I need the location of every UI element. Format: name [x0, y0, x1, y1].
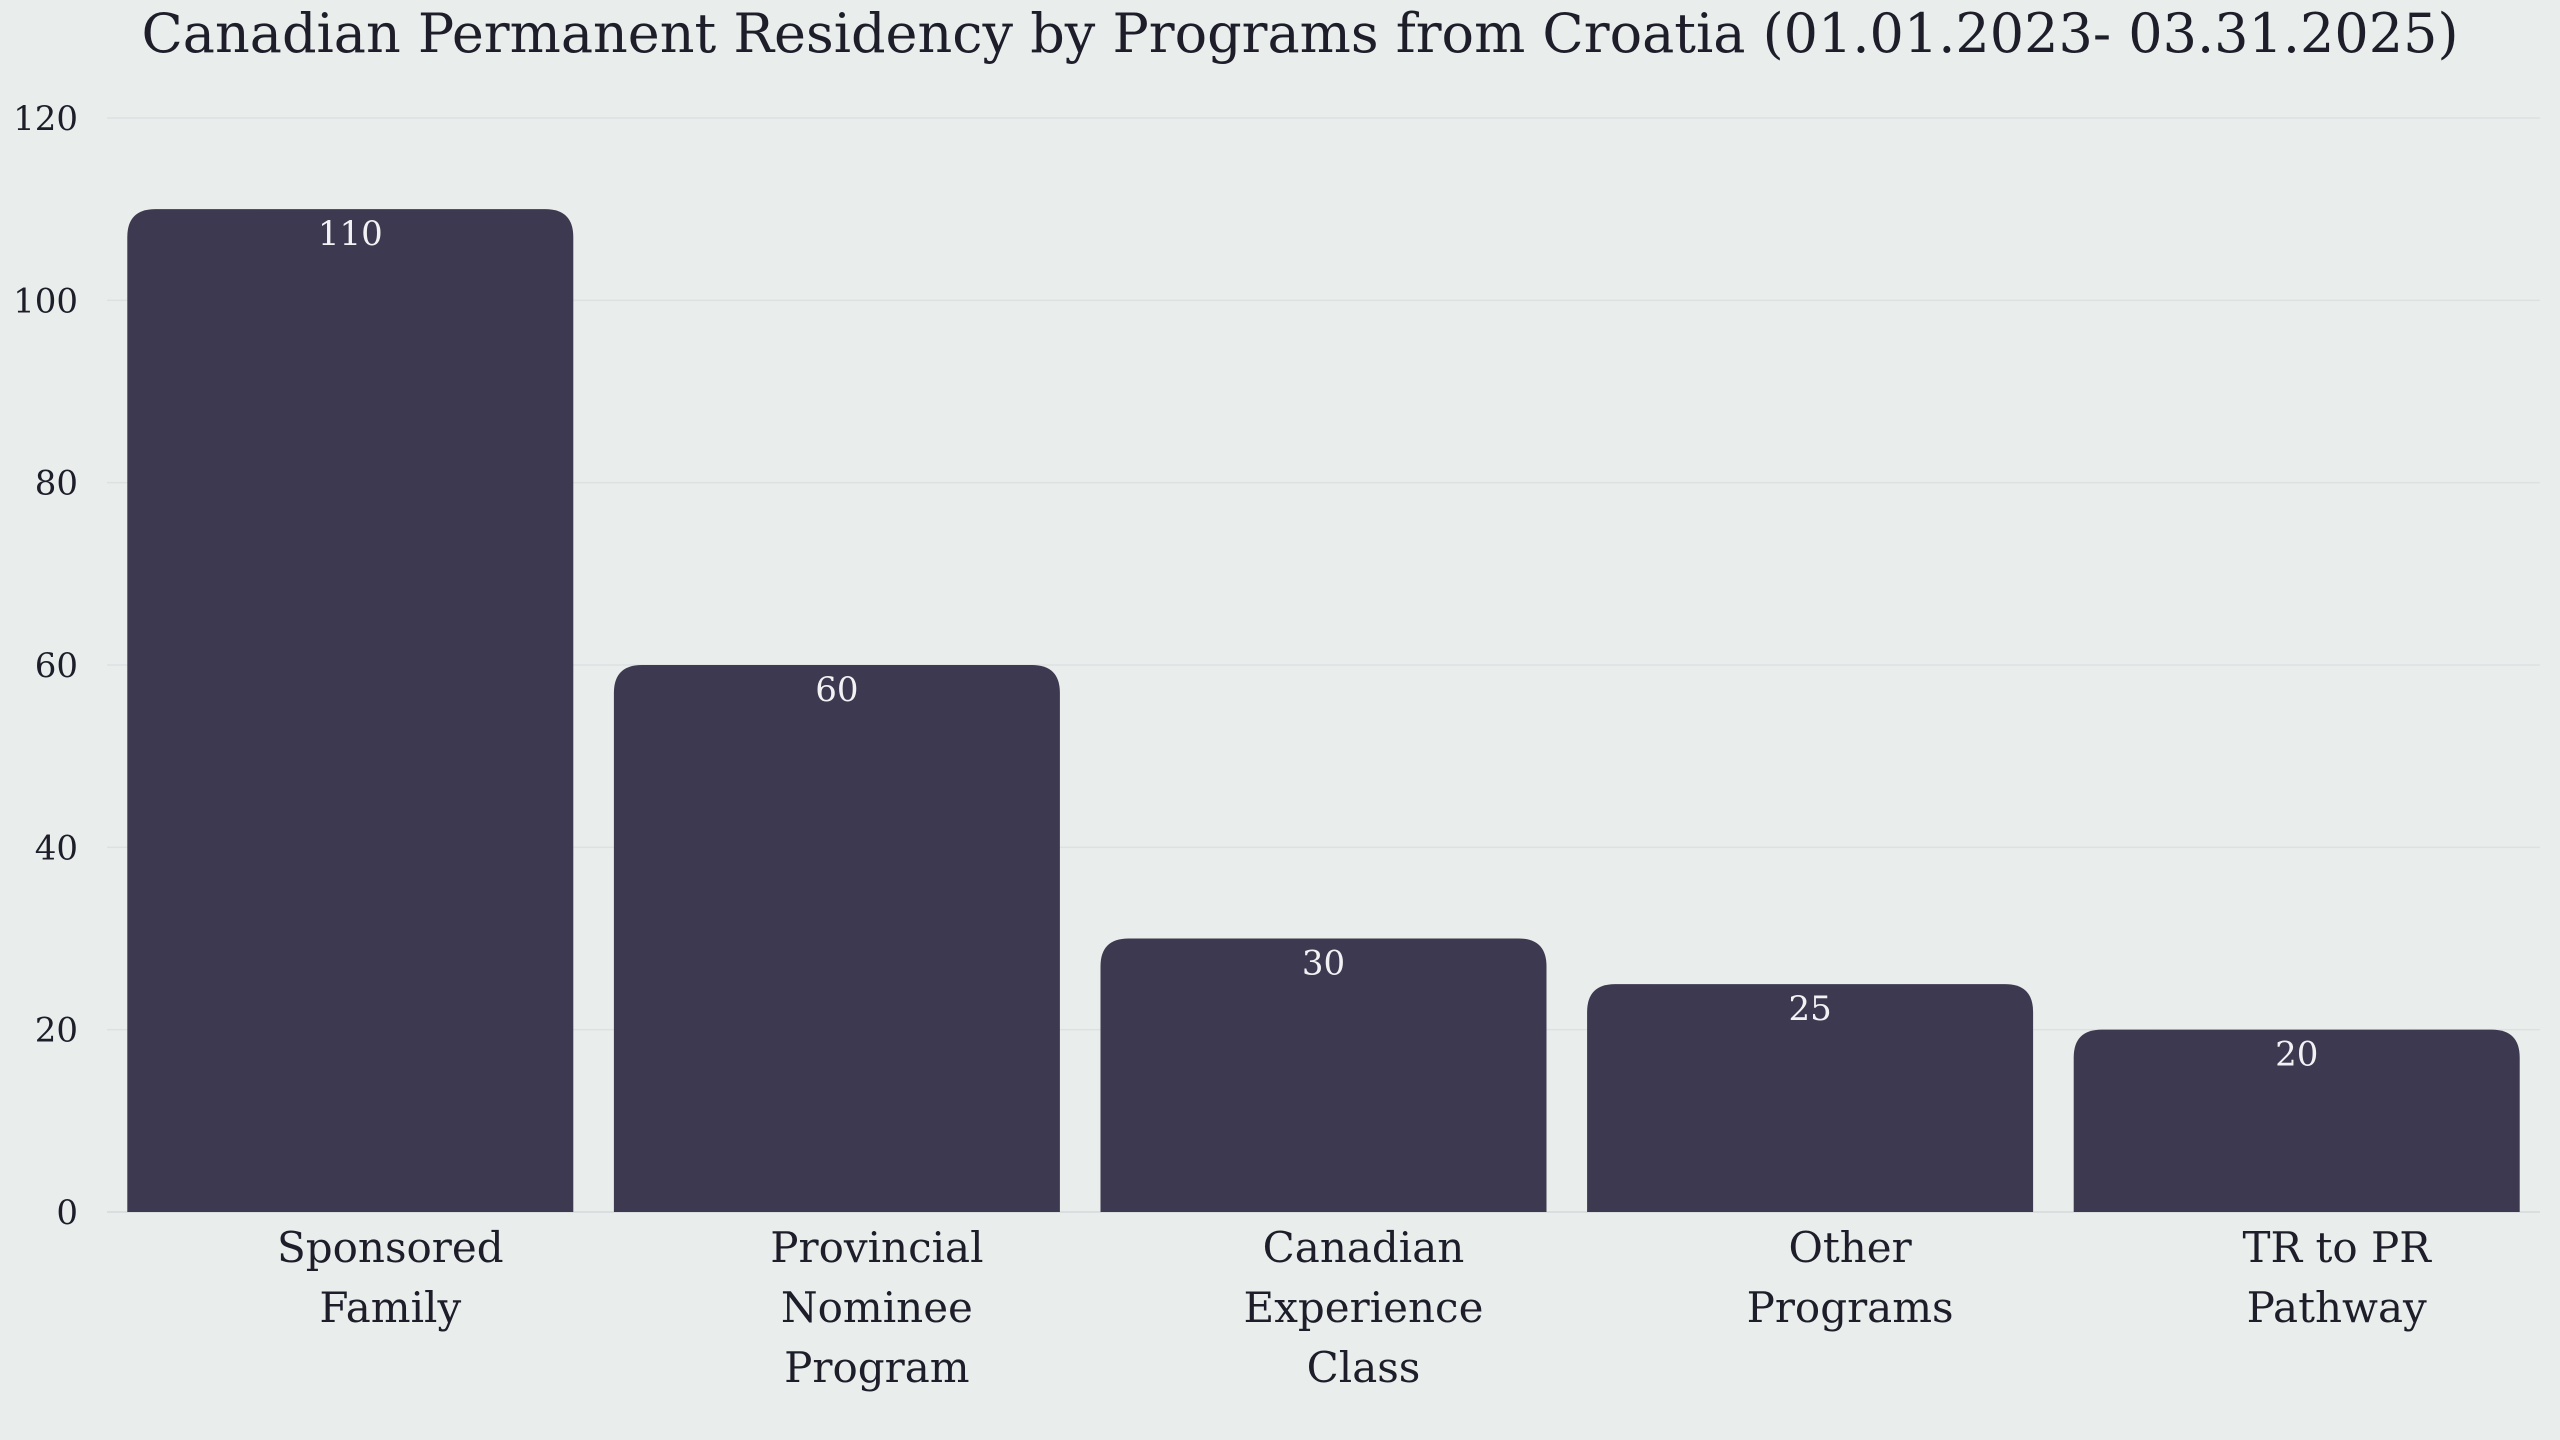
x-tick-label-0-line-0: Sponsored: [277, 1223, 504, 1272]
bar-3: [1587, 984, 2034, 1212]
y-tick-label-120: 120: [13, 99, 78, 139]
y-tick-label-100: 100: [13, 281, 78, 321]
bar-2: [1100, 938, 1547, 1212]
x-tick-label-1-line-0: Provincial: [770, 1223, 983, 1272]
bar-0: [127, 209, 574, 1212]
x-tick-label-4-line-0: TR to PR: [2243, 1223, 2433, 1272]
chart-title: Canadian Permanent Residency by Programs…: [141, 2, 2458, 65]
y-tick-label-20: 20: [35, 1011, 78, 1051]
x-tick-label-3-line-0: Other: [1788, 1223, 1912, 1272]
y-tick-label-40: 40: [35, 828, 78, 868]
x-tick-label-2-line-1: Experience: [1244, 1283, 1484, 1332]
value-label-2: 30: [1302, 944, 1345, 984]
y-tick-label-80: 80: [35, 464, 78, 504]
y-axis-ticks: 0 20 40 60 80 100 120: [13, 99, 78, 1233]
value-labels: 110 60 30 25 20: [318, 214, 2318, 1074]
x-tick-label-2-line-0: Canadian: [1263, 1223, 1465, 1272]
value-label-4: 20: [2275, 1035, 2318, 1075]
x-tick-label-1-line-1: Nominee: [781, 1283, 973, 1332]
x-tick-label-4-line-1: Pathway: [2247, 1283, 2427, 1332]
bar-1: [613, 665, 1060, 1212]
value-label-1: 60: [815, 670, 858, 710]
x-tick-label-2-line-2: Class: [1307, 1343, 1421, 1392]
value-label-3: 25: [1788, 989, 1831, 1029]
y-tick-label-0: 0: [56, 1193, 78, 1233]
x-axis-labels: Sponsored Family Provincial Nominee Program C…: [277, 1223, 2432, 1392]
value-label-0: 110: [318, 214, 383, 254]
x-tick-label-1-line-2: Program: [784, 1343, 969, 1392]
bars: [127, 209, 2520, 1212]
y-tick-label-60: 60: [35, 646, 78, 686]
x-tick-label-3-line-1: Programs: [1747, 1283, 1954, 1332]
bar-4: [2073, 1029, 2520, 1212]
x-tick-label-0-line-1: Family: [319, 1283, 461, 1332]
